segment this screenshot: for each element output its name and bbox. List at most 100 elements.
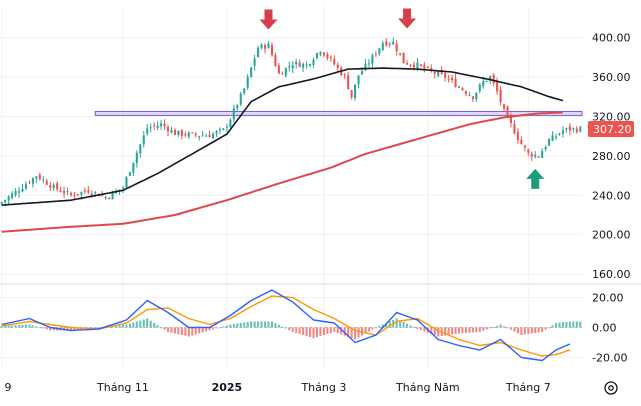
candle [153,122,156,131]
candle [544,145,547,152]
candle [149,123,152,133]
candle [506,105,509,116]
candle [478,82,481,94]
candle-body [215,131,218,134]
candle [288,61,291,72]
candle [218,127,222,135]
candle-body [509,116,513,123]
candle-body [101,195,104,197]
histogram-bar [49,327,52,331]
histogram-bar [270,321,273,328]
candle-body [121,187,125,189]
histogram-bar [205,327,208,332]
histogram-bar [406,323,409,328]
candle [367,58,370,68]
histogram-bar [309,327,312,337]
candle-body [548,139,551,146]
candle-body [87,190,90,193]
candle [561,126,564,138]
candle [492,72,495,87]
candle-body [52,184,55,189]
candle-body [111,191,114,200]
candle [388,42,391,48]
histogram-bar [461,327,464,334]
candle-body [166,127,170,132]
histogram-bar [31,325,34,328]
histogram-bar [326,327,329,334]
candle [551,131,554,142]
histogram-bar [163,327,166,330]
candle-body [454,78,457,88]
candle [7,195,10,205]
candle [56,181,59,192]
candle-body [139,144,142,154]
candle-body [205,135,208,137]
moving-averages [1,67,564,233]
candle-body [90,193,93,195]
candle-body [575,128,578,133]
candle-body [94,192,97,194]
histogram-bar [187,327,190,337]
candle [156,120,159,131]
histogram-bar [291,327,294,332]
macd-panel [0,289,582,362]
candle [399,53,402,56]
candle [42,175,45,184]
histogram-bar [201,327,204,333]
last-price-badge [588,121,634,138]
histogram-bar [530,327,533,334]
candle-body [170,129,173,133]
histogram-bar [336,327,339,334]
histogram-bar [364,327,367,334]
candle-body [354,84,357,99]
histogram-bar [305,327,308,336]
histogram-bar [464,327,467,333]
histogram-bar [177,327,180,335]
histogram-bar [548,327,551,329]
time-tick-label: 2025 [212,381,243,394]
candle [277,62,280,74]
candle [18,186,21,198]
gear-hub [608,385,614,391]
histogram-bar [11,325,14,328]
histogram-bar [253,321,256,328]
histogram-bar [180,327,183,335]
candle [142,130,145,148]
candle-body [520,139,523,145]
sma-long-line [1,67,564,206]
histogram-bar [395,318,398,328]
candle [104,195,107,200]
candle [534,151,537,159]
histogram-bar [492,327,495,328]
candle-body [371,55,374,64]
histogram-bar [478,327,481,332]
candle-body [347,75,350,90]
candle [14,188,17,198]
histogram-bar [579,321,582,328]
candle-body [298,62,301,68]
candle-body [478,84,481,91]
candle [485,80,488,82]
candle [548,138,551,147]
candle-body [146,128,149,134]
histogram-bar [350,327,353,339]
candle-body [38,174,41,180]
candle-body [243,88,246,94]
candle [454,73,457,88]
candle-body [402,52,405,64]
histogram-bar [551,325,554,328]
histogram-bar [333,327,336,332]
histogram-bar [468,327,471,333]
histogram-bar [447,327,450,335]
macd-line [1,289,571,362]
histogram-bar [274,323,277,328]
candle-body [326,54,329,58]
candle [378,47,381,56]
candle [236,104,239,112]
candle-body [385,41,388,46]
candle-body [191,132,194,134]
candle [322,52,325,58]
histogram-bar [52,327,55,331]
